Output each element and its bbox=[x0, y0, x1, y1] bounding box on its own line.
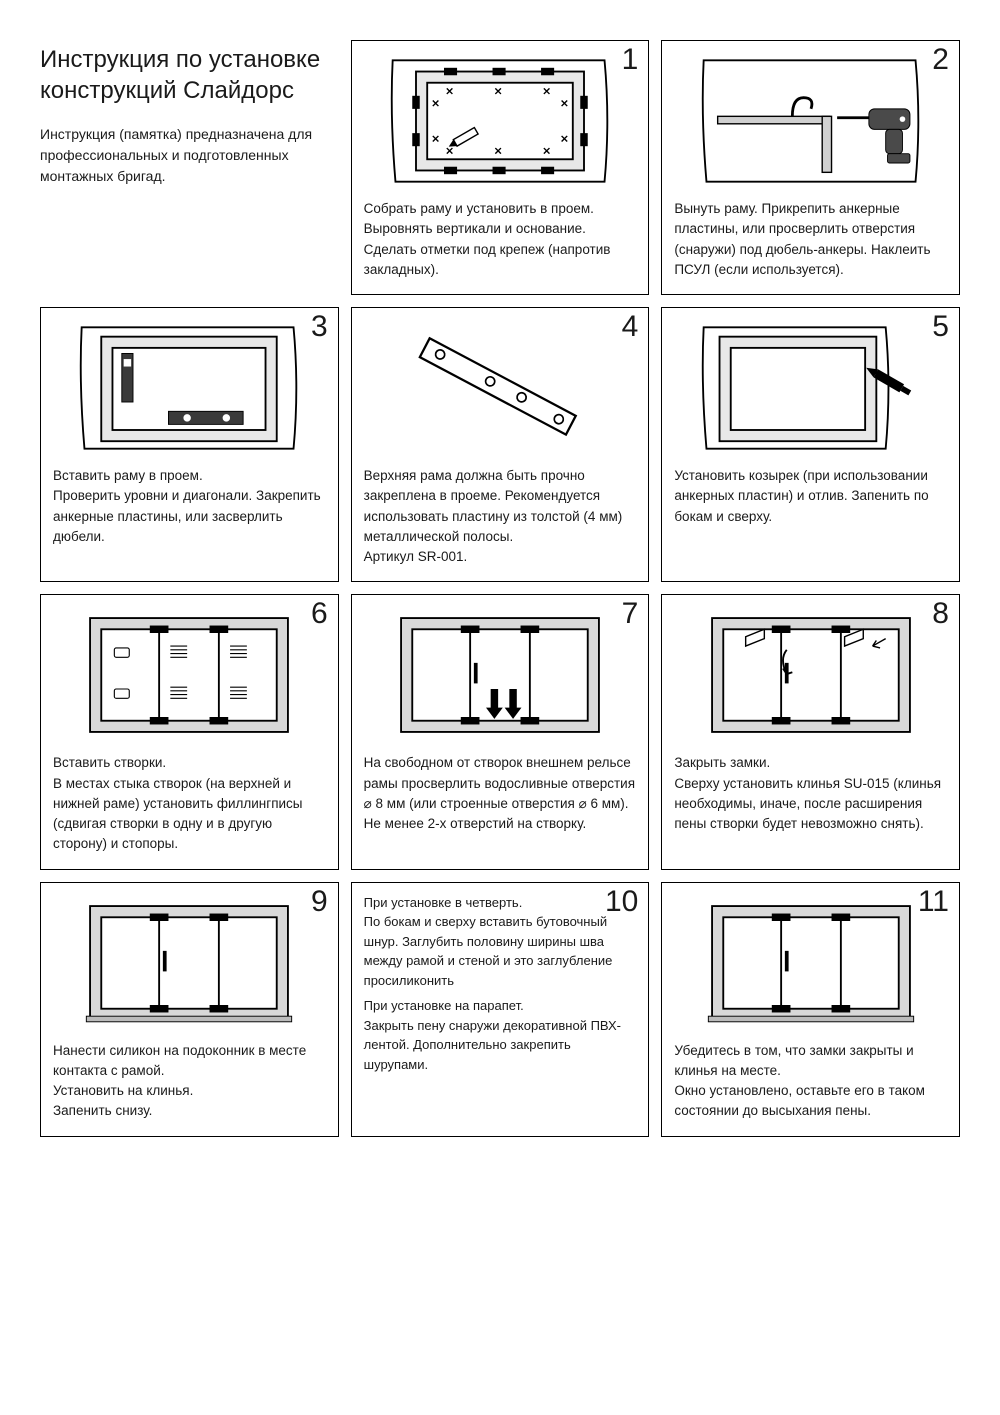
step-4: 4 Верхняя рама должна быть прочно закреп… bbox=[351, 307, 650, 582]
step-caption: Вынуть раму. Прикрепить анкерные пластин… bbox=[674, 199, 947, 280]
step-10: 10 При установке в четверть.По бокам и с… bbox=[351, 882, 650, 1137]
step-8-illustration bbox=[674, 605, 947, 745]
step-caption: Верхняя рама должна быть прочно закрепле… bbox=[364, 466, 637, 567]
step-3-illustration bbox=[53, 318, 326, 458]
step-7-illustration bbox=[364, 605, 637, 745]
step-2: 2 Вынуть раму. Прикрепить анкерные п bbox=[661, 40, 960, 295]
intro-text: Инструкция (памятка) предназначена для п… bbox=[40, 124, 339, 187]
step-5: 5 Установить козырек (при использовании … bbox=[661, 307, 960, 582]
step-number: 5 bbox=[932, 312, 949, 342]
page-grid: Инструкция по установке конструкций Слай… bbox=[40, 40, 960, 1137]
step-caption: Собрать раму и установить в проем.Выровн… bbox=[364, 199, 637, 280]
step-caption: Вставить раму в проем.Проверить уровни и… bbox=[53, 466, 326, 547]
step-number: 8 bbox=[932, 599, 949, 629]
step-caption: Установить козырек (при использовании ан… bbox=[674, 466, 947, 527]
step-caption: При установке в четверть.По бокам и свер… bbox=[364, 893, 637, 1081]
step-number: 3 bbox=[311, 312, 328, 342]
step-4-illustration bbox=[364, 318, 637, 458]
step-caption: Вставить створки.В местах стыка створок … bbox=[53, 753, 326, 854]
step-caption: Закрыть замки.Сверху установить клинья S… bbox=[674, 753, 947, 834]
step-number: 4 bbox=[622, 312, 639, 342]
step-number: 9 bbox=[311, 887, 328, 917]
step-11-illustration bbox=[674, 893, 947, 1033]
step-10-para-a: При установке в четверть.По бокам и свер… bbox=[364, 893, 637, 991]
step-6: 6 Вставить створки.В местах bbox=[40, 594, 339, 869]
step-caption: На свободном от створок внешнем рельсе р… bbox=[364, 753, 637, 834]
step-number: 6 bbox=[311, 599, 328, 629]
step-6-illustration bbox=[53, 605, 326, 745]
step-number: 1 bbox=[622, 45, 639, 75]
step-7: 7 На свободном от створок внешнем рельсе… bbox=[351, 594, 650, 869]
step-number: 2 bbox=[932, 45, 949, 75]
intro-block: Инструкция по установке конструкций Слай… bbox=[40, 40, 339, 295]
step-number: 11 bbox=[918, 887, 949, 917]
step-number: 10 bbox=[605, 887, 638, 917]
step-11: 11 Убедитесь в том, что замки закрыты и … bbox=[661, 882, 960, 1137]
step-1: 1 bbox=[351, 40, 650, 295]
page-title: Инструкция по установке конструкций Слай… bbox=[40, 44, 339, 106]
step-1-illustration bbox=[364, 51, 637, 191]
step-2-illustration bbox=[674, 51, 947, 191]
step-3: 3 Вставить раму в проем.Проверить уровни… bbox=[40, 307, 339, 582]
step-9-illustration bbox=[53, 893, 326, 1033]
step-9: 9 Нанести силикон на подоконник в месте … bbox=[40, 882, 339, 1137]
step-number: 7 bbox=[622, 599, 639, 629]
step-8: 8 Закрыть замки.Сверху bbox=[661, 594, 960, 869]
step-10-para-b: При установке на парапет.Закрыть пену сн… bbox=[364, 996, 637, 1074]
step-caption: Убедитесь в том, что замки закрыты и кли… bbox=[674, 1041, 947, 1122]
step-caption: Нанести силикон на подоконник в месте ко… bbox=[53, 1041, 326, 1122]
step-5-illustration bbox=[674, 318, 947, 458]
